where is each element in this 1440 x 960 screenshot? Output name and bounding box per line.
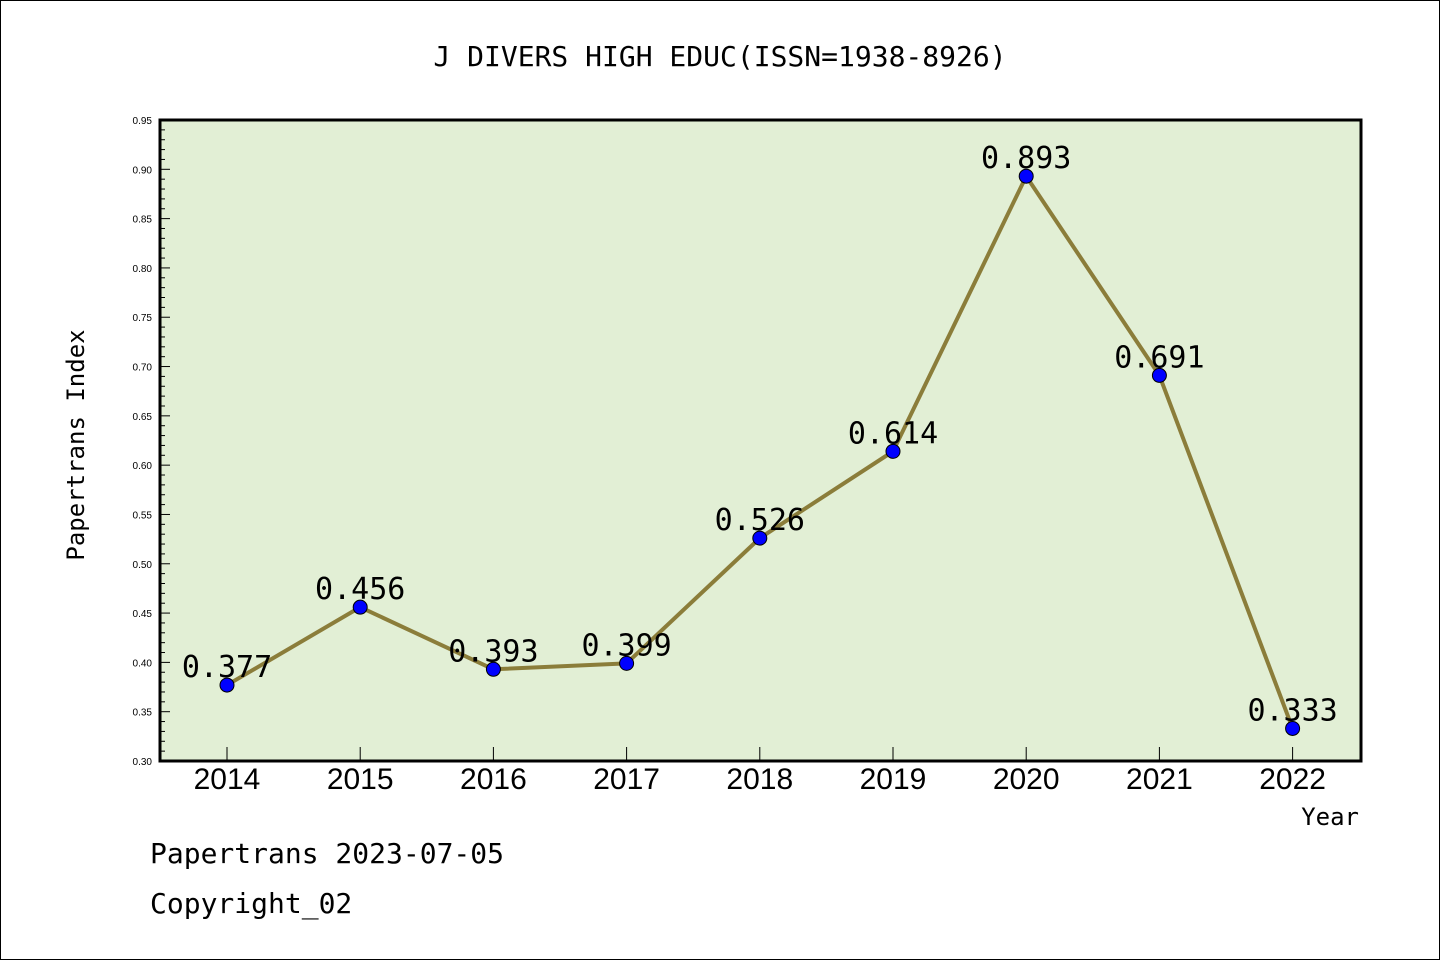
y-tick-label: 0.35 [133, 708, 153, 719]
data-label: 0.691 [1114, 340, 1204, 375]
data-labels: 0.377 0.456 0.393 0.399 0.526 0.614 0.893 0.691… [182, 141, 1338, 728]
data-point [352, 599, 368, 615]
x-tick-label: 2022 [1259, 763, 1326, 796]
chart-title: J DIVERS HIGH EDUC(ISSN=1938-8926) [433, 40, 1006, 73]
data-point [1151, 367, 1167, 383]
x-tick-label: 2016 [460, 763, 527, 796]
x-axis-label: Year [1301, 803, 1359, 831]
x-tick-label: 2018 [726, 763, 793, 796]
y-tick-label: 0.95 [133, 116, 153, 127]
y-tick-label: 0.75 [133, 313, 153, 324]
data-point [1018, 168, 1034, 184]
y-tick-label: 0.70 [133, 363, 153, 374]
x-tick-label: 2015 [327, 763, 394, 796]
y-tick-label: 0.50 [133, 560, 153, 571]
data-point [752, 530, 768, 546]
x-tick-label: 2019 [860, 763, 927, 796]
y-tick-label: 0.40 [133, 658, 153, 669]
plot-area [160, 120, 1361, 761]
x-tick-label: 2020 [993, 763, 1060, 796]
footer-copyright: Copyright_02 [150, 887, 352, 921]
x-tick-label: 2017 [593, 763, 660, 796]
y-tick-label: 0.65 [133, 412, 153, 423]
x-tick-label: 2021 [1126, 763, 1193, 796]
data-label: 0.399 [581, 628, 671, 663]
y-tick-label: 0.45 [133, 609, 153, 620]
data-label: 0.614 [848, 416, 938, 451]
y-tick-label: 0.90 [133, 165, 153, 176]
data-point [1285, 720, 1301, 736]
y-tick-label: 0.55 [133, 510, 153, 521]
x-tick-label: 2014 [194, 763, 261, 796]
data-markers [219, 168, 1301, 736]
data-label: 0.893 [981, 141, 1071, 176]
y-tick-label: 0.85 [133, 215, 153, 226]
plot-border [158, 118, 1363, 763]
data-label: 0.526 [715, 503, 805, 538]
data-point [619, 655, 635, 671]
y-tick-label: 0.60 [133, 461, 153, 472]
y-tick-label: 0.30 [133, 757, 153, 768]
data-point [219, 677, 235, 693]
footer-date: Papertrans 2023-07-05 [150, 837, 504, 870]
data-label: 0.393 [448, 634, 538, 669]
y-tick-label: 0.80 [133, 264, 153, 275]
data-label: 0.456 [315, 572, 405, 607]
data-point [885, 443, 901, 459]
data-label: 0.377 [182, 650, 272, 685]
data-label: 0.333 [1247, 693, 1337, 728]
x-axis: 2014 2015 2016 2017 2018 2019 2020 2021 2022 [194, 747, 1326, 796]
y-axis-label: Papertrans Index [62, 329, 90, 560]
data-point [485, 661, 501, 677]
